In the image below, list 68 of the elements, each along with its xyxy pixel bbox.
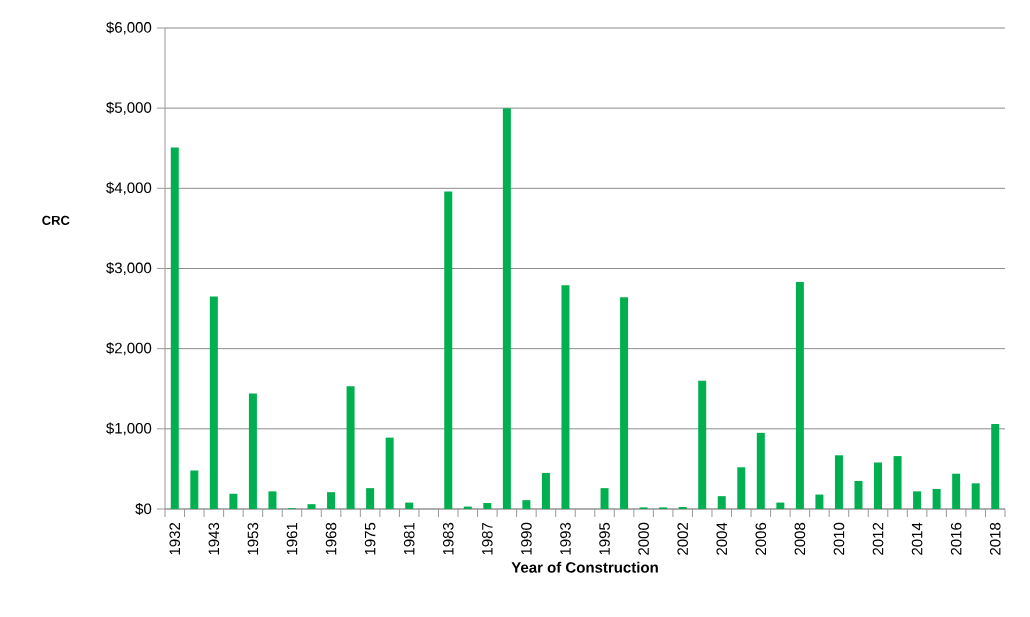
x-tick-label: 1975 xyxy=(364,522,376,555)
bar xyxy=(756,432,765,509)
bar xyxy=(502,108,511,509)
bar xyxy=(307,504,316,509)
x-tick-label: 1943 xyxy=(208,522,220,555)
bar xyxy=(834,455,843,509)
bar xyxy=(170,147,179,509)
x-tick-label: 1968 xyxy=(325,522,337,555)
x-tick-label: 1932 xyxy=(169,522,181,555)
bar xyxy=(444,191,453,509)
x-tick-label: 1987 xyxy=(482,522,493,555)
x-tick-label: 1953 xyxy=(247,522,259,555)
bar xyxy=(932,488,941,509)
x-tick-label: 2012 xyxy=(872,522,884,555)
x-tick-label: 2002 xyxy=(677,522,688,555)
bar xyxy=(698,380,707,509)
y-tick-label: $1,000 xyxy=(106,422,152,436)
bar xyxy=(795,282,804,509)
bar xyxy=(541,472,550,509)
y-tick-label: $3,000 xyxy=(106,261,152,275)
bar xyxy=(952,473,961,509)
y-axis-title: CRC xyxy=(42,215,70,225)
bar xyxy=(209,296,218,509)
bar xyxy=(620,297,629,509)
bar xyxy=(815,494,824,509)
bar xyxy=(678,506,687,509)
bar xyxy=(366,488,375,509)
x-tick-label: 1995 xyxy=(599,522,610,555)
x-tick-label: 2014 xyxy=(911,522,923,555)
x-tick-label: 2016 xyxy=(950,522,962,555)
bar xyxy=(522,500,531,509)
x-tick-label: 2000 xyxy=(638,522,649,555)
bar xyxy=(385,437,394,509)
x-tick-label: 1993 xyxy=(560,522,571,555)
y-tick-label: $2,000 xyxy=(106,342,152,356)
bar xyxy=(776,502,785,509)
bar xyxy=(327,492,336,509)
x-tick-label: 2018 xyxy=(989,522,1001,555)
bar xyxy=(893,456,902,509)
bar xyxy=(561,285,570,509)
bar xyxy=(971,483,980,509)
x-tick-label: 2010 xyxy=(833,522,845,555)
x-tick-label: 2004 xyxy=(716,522,728,555)
bar xyxy=(874,462,883,509)
bar xyxy=(346,386,355,509)
x-tick-label: 1983 xyxy=(442,522,454,555)
bar xyxy=(913,491,922,509)
bar xyxy=(229,493,238,509)
bar xyxy=(991,424,1000,509)
bar xyxy=(483,502,492,509)
bar xyxy=(717,496,726,509)
y-tick-label: $0 xyxy=(135,502,152,516)
x-tick-label: 1990 xyxy=(521,522,532,555)
x-tick-label: 2008 xyxy=(794,522,806,555)
bar xyxy=(190,470,199,509)
bar xyxy=(737,467,746,509)
bar xyxy=(405,502,414,509)
bar xyxy=(600,488,609,509)
bar xyxy=(854,480,863,509)
y-tick-label: $6,000 xyxy=(106,21,152,35)
y-tick-label: $5,000 xyxy=(106,101,152,115)
x-tick-label: 1981 xyxy=(403,522,415,555)
x-axis-title: Year of Construction xyxy=(511,561,658,573)
x-tick-label: 1961 xyxy=(286,522,298,555)
bar xyxy=(248,393,257,509)
y-tick-label: $4,000 xyxy=(106,181,152,195)
bar xyxy=(268,491,277,509)
x-tick-label: 2006 xyxy=(755,522,767,555)
